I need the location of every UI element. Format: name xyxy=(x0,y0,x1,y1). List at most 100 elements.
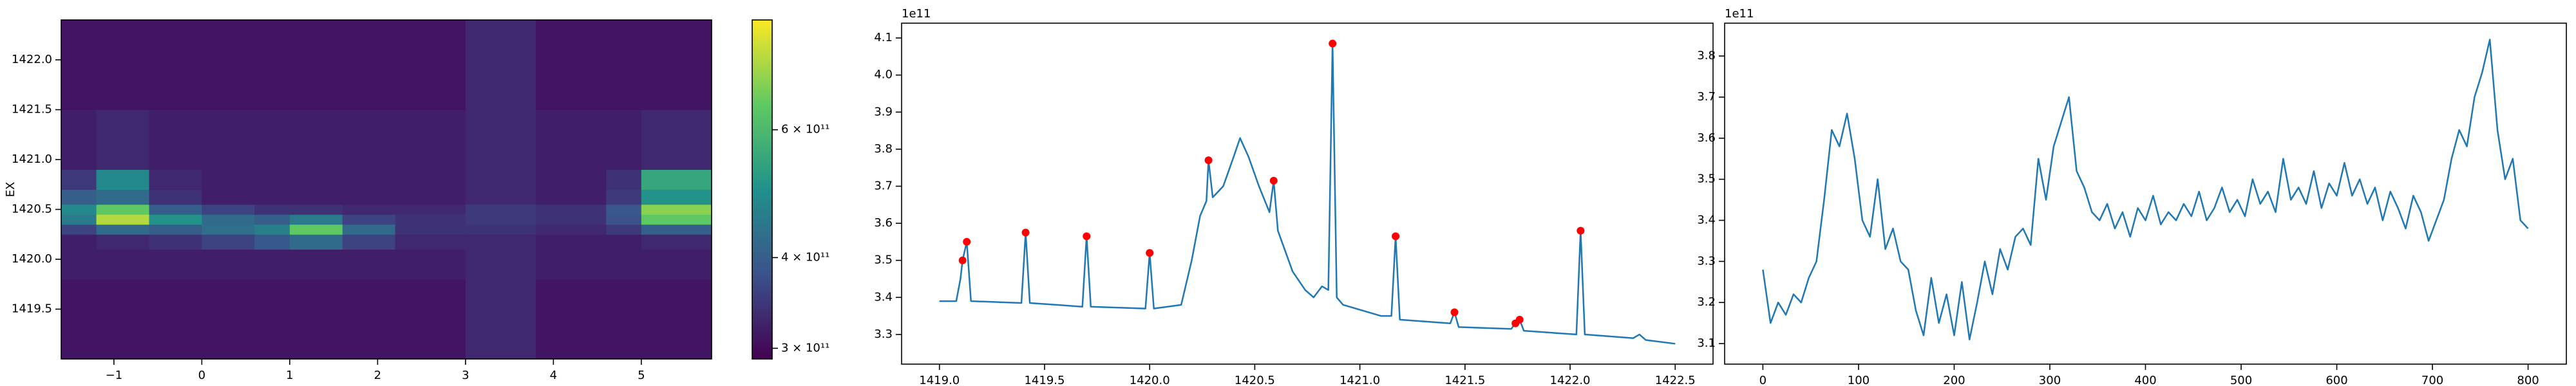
heatmap-cell xyxy=(202,20,255,110)
heatmap-cell xyxy=(96,214,149,225)
heatmap-cell xyxy=(342,249,396,280)
heatmap-cell xyxy=(641,109,712,170)
heatmap-cell xyxy=(465,109,536,170)
heatmap-cell xyxy=(254,249,290,280)
x-tick-label: 1419.0 xyxy=(919,374,960,386)
y-tick-label: 1419.5 xyxy=(12,302,52,316)
y-tick-label: 3.4 xyxy=(874,290,893,304)
heatmap-cell xyxy=(536,20,607,110)
heatmap-cell xyxy=(536,214,607,225)
y-tick-label: 3.1 xyxy=(1697,336,1716,350)
data-line xyxy=(1762,39,2529,340)
x-tick-label: 1421.5 xyxy=(1444,374,1485,386)
heatmap-cell xyxy=(465,279,536,360)
heatmap-cell xyxy=(202,214,255,225)
heatmap-cell xyxy=(641,234,712,250)
peak-marker xyxy=(963,237,971,246)
y-tick-label: 3.7 xyxy=(1697,90,1716,104)
axes-frame xyxy=(61,19,712,360)
heatmap-cell xyxy=(61,169,97,190)
x-tick-label: 2 xyxy=(374,369,381,382)
heatmap-cell xyxy=(536,204,607,215)
heatmap-cell xyxy=(254,224,290,235)
y-tick-label: 1421.0 xyxy=(12,152,52,166)
peak-marker xyxy=(1329,39,1337,48)
heatmap-cell xyxy=(395,214,466,225)
heatmap-cell xyxy=(289,224,343,235)
peak-marker xyxy=(1021,228,1030,237)
heatmap-cell xyxy=(96,189,149,205)
heatmap-cell xyxy=(289,249,343,280)
heatmap-cell xyxy=(61,189,97,205)
heatmap-cell xyxy=(96,169,149,190)
x-tick-label: 1420.0 xyxy=(1130,374,1170,386)
heatmap-cell xyxy=(342,169,396,190)
heatmap-cell xyxy=(202,249,255,280)
heatmap-cell xyxy=(641,169,712,190)
y-tick-label: 1420.0 xyxy=(12,252,52,266)
heatmap-cell xyxy=(96,204,149,215)
heatmap-cell xyxy=(254,109,290,170)
y-tick-label: 3.4 xyxy=(1697,214,1716,227)
heatmap-cell xyxy=(395,234,466,250)
x-tick-label: 4 xyxy=(550,369,557,382)
heatmap-cell xyxy=(289,169,343,190)
colorbar-tick-label: 6 × 10¹¹ xyxy=(781,123,829,136)
heatmap-cell xyxy=(342,204,396,215)
x-tick-label: 1419.5 xyxy=(1024,374,1065,386)
heatmap-cell xyxy=(96,279,149,360)
heatmap-cell xyxy=(96,224,149,235)
heatmap-cell xyxy=(536,234,607,250)
heatmap-cell xyxy=(465,224,536,235)
heatmap-cell xyxy=(254,214,290,225)
heatmap-cell xyxy=(465,189,536,205)
heatmap-cell xyxy=(395,279,466,360)
heatmap-cell xyxy=(202,189,255,205)
heatmap-cell xyxy=(606,234,642,250)
heatmap-cell xyxy=(61,234,97,250)
heatmap-cell xyxy=(61,279,97,360)
y-tick-label: 4.0 xyxy=(874,68,893,82)
heatmap-cell xyxy=(342,189,396,205)
heatmap-cell xyxy=(465,249,536,280)
heatmap-cell xyxy=(465,169,536,190)
heatmap-cell xyxy=(149,214,202,225)
y-tick-label: 3.3 xyxy=(1697,254,1716,268)
y-tick-label: 3.3 xyxy=(874,327,893,341)
y-tick-label: 3.5 xyxy=(1697,172,1716,186)
y-tick-label: 1421.5 xyxy=(12,103,52,116)
heatmap-cell xyxy=(536,189,607,205)
heatmap-cell xyxy=(465,214,536,225)
heatmap-cell xyxy=(342,20,396,110)
peak-marker xyxy=(958,256,967,264)
heatmap-cell xyxy=(641,224,712,235)
heatmap-cell xyxy=(641,279,712,360)
axes-frame xyxy=(901,23,1714,365)
heatmap-cell xyxy=(61,214,97,225)
heatmap-cell xyxy=(606,204,642,215)
y-tick-label: 1422.0 xyxy=(12,53,52,66)
heatmap-cell xyxy=(61,249,97,280)
x-tick-label: 1 xyxy=(286,369,293,382)
y-tick-label: 4.1 xyxy=(874,31,893,44)
x-tick-label: 600 xyxy=(2325,374,2347,386)
heatmap-cell xyxy=(61,204,97,215)
x-tick-label: 800 xyxy=(2517,374,2539,386)
heatmap-cell xyxy=(606,20,642,110)
heatmap-cell xyxy=(395,109,466,170)
heatmap-cell xyxy=(149,234,202,250)
colorbar-tick-label: 3 × 10¹¹ xyxy=(781,341,829,354)
heatmap-cell xyxy=(202,224,255,235)
heatmap-cell xyxy=(254,169,290,190)
heatmap-cell xyxy=(149,109,202,170)
heatmap-cell xyxy=(536,279,607,360)
heatmap-cell xyxy=(96,20,149,110)
heatmap-cell xyxy=(342,224,396,235)
heatmap-cell xyxy=(465,234,536,250)
heatmap-cell xyxy=(641,214,712,225)
heatmap-cell xyxy=(149,204,202,215)
heatmap-cell xyxy=(289,204,343,215)
heatmap-cell xyxy=(61,20,97,110)
